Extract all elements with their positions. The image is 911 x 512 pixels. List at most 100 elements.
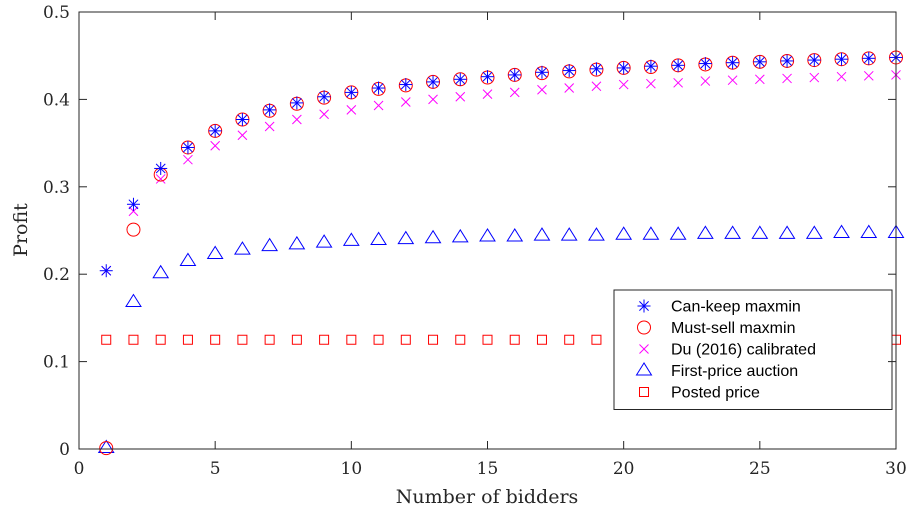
data-point [451, 228, 469, 243]
legend-label: Must-sell maxmin [671, 320, 795, 337]
data-point [807, 53, 821, 67]
data-point [315, 234, 333, 248]
data-point [481, 70, 494, 84]
data-point [317, 90, 331, 104]
data-point [809, 72, 820, 83]
x-axis-title: Number of bidders [396, 486, 579, 508]
data-point [862, 51, 876, 65]
data-marks [97, 50, 905, 456]
data-point [700, 76, 711, 86]
data-point [263, 103, 277, 117]
legend-marker [639, 344, 649, 354]
legend-label: Du (2016) calibrated [671, 342, 816, 359]
data-point [208, 124, 222, 138]
data-point [399, 78, 413, 92]
data-point [264, 121, 275, 132]
data-point [836, 71, 847, 82]
data-point [535, 65, 549, 79]
data-point [206, 245, 224, 259]
data-point [346, 334, 357, 345]
data-point [564, 83, 575, 93]
x-tick-label: 25 [749, 459, 771, 479]
data-point [564, 334, 575, 345]
data-point [833, 224, 850, 238]
data-point [698, 57, 712, 71]
data-point [533, 227, 551, 241]
data-point [591, 334, 602, 345]
legend-item: First-price auction [635, 362, 798, 380]
data-point [235, 113, 249, 127]
x-tick-label: 0 [74, 459, 85, 479]
data-point [536, 334, 547, 345]
data-point [591, 81, 602, 92]
data-point [183, 154, 193, 165]
data-point [835, 52, 849, 66]
data-point [618, 79, 629, 90]
data-point [805, 225, 823, 239]
legend-marker [635, 362, 653, 376]
legend-marker [639, 387, 649, 397]
data-point [319, 334, 330, 345]
data-point [292, 114, 302, 125]
data-point [509, 87, 520, 98]
data-point [753, 55, 767, 69]
data-point [673, 77, 683, 88]
data-point [155, 334, 166, 345]
data-point [537, 84, 547, 95]
x-tick-label: 20 [613, 459, 635, 479]
y-tick-label: 0.1 [43, 353, 70, 373]
y-tick-label: 0.3 [43, 178, 70, 198]
data-point [290, 96, 304, 110]
data-point [479, 228, 496, 242]
data-point [128, 334, 139, 345]
data-point [179, 252, 197, 266]
data-point [154, 161, 168, 175]
y-tick-label: 0.4 [43, 90, 70, 110]
data-point [482, 89, 493, 100]
data-point [400, 334, 411, 345]
data-point [428, 334, 439, 345]
data-point [562, 64, 576, 78]
legend-label: Posted price [671, 385, 760, 402]
data-point [400, 97, 411, 107]
data-point [751, 225, 769, 239]
data-point [589, 62, 603, 76]
data-point [617, 61, 631, 75]
data-point [97, 439, 115, 453]
data-point [726, 56, 740, 70]
data-point [642, 226, 660, 240]
x-tick-label: 5 [210, 459, 221, 479]
data-point [671, 58, 685, 72]
data-point [754, 74, 765, 85]
data-point [344, 85, 358, 99]
data-point [863, 70, 874, 81]
data-point [428, 94, 438, 105]
x-axis-ticks: 0 5 10 15 20 25 30 [74, 12, 907, 479]
data-point [482, 334, 493, 345]
data-point [397, 230, 415, 245]
legend-label: First-price auction [671, 363, 798, 380]
data-point [560, 227, 578, 241]
data-point [346, 105, 357, 115]
data-point [506, 228, 524, 242]
data-point [370, 231, 387, 245]
data-point [724, 225, 742, 239]
x-tick-label: 15 [477, 459, 499, 479]
data-point [372, 81, 386, 95]
data-point [455, 91, 466, 102]
data-point [373, 100, 384, 111]
data-point [101, 334, 112, 345]
data-point [126, 222, 141, 237]
x-tick-label: 30 [885, 459, 907, 479]
y-tick-label: 0.2 [43, 265, 70, 285]
data-point [615, 226, 633, 240]
data-point [669, 226, 687, 240]
data-point [99, 264, 113, 278]
data-point [644, 59, 658, 73]
data-point [152, 264, 170, 279]
data-point [237, 130, 248, 141]
y-axis-ticks: 0 0.1 0.2 0.3 0.4 0.5 [43, 3, 896, 460]
legend-marker [637, 320, 651, 335]
data-point [155, 174, 166, 184]
